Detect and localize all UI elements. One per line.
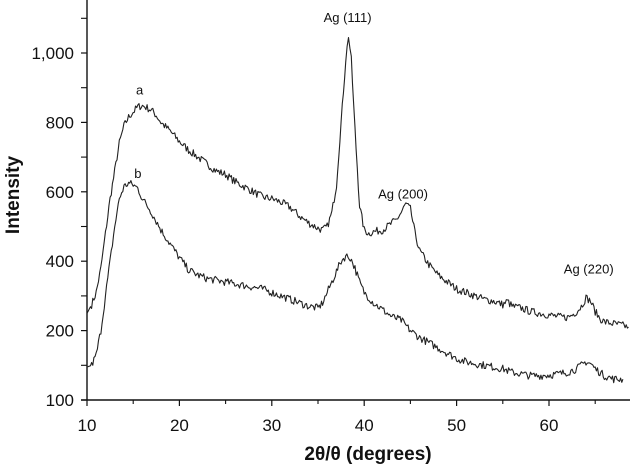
x-ticks: 10 20 30 40 50 60 xyxy=(78,400,596,435)
x-tick-label: 40 xyxy=(355,416,374,435)
y-tick-label: 100 xyxy=(46,391,74,410)
series-a-label: a xyxy=(136,83,144,98)
x-tick-label: 10 xyxy=(78,416,97,435)
y-tick-label: 200 xyxy=(46,322,74,341)
series-b-line xyxy=(86,180,624,384)
y-tick-label: 1,000 xyxy=(31,44,74,63)
series-a-line xyxy=(86,37,629,329)
series-b-label: b xyxy=(134,166,141,181)
y-axis-title: Intensity xyxy=(3,156,24,235)
x-tick-label: 50 xyxy=(447,416,466,435)
peak-annotation: Ag (200) xyxy=(378,187,428,202)
axes xyxy=(81,0,630,401)
x-tick-label: 20 xyxy=(170,416,189,435)
x-tick-label: 60 xyxy=(540,416,559,435)
x-axis-title: 2θ/θ (degrees) xyxy=(304,444,431,465)
peak-annotations: Ag (111) Ag (200) Ag (220) xyxy=(324,10,614,277)
peak-annotation: Ag (220) xyxy=(564,261,614,276)
y-tick-label: 800 xyxy=(46,113,74,132)
series-group: ab xyxy=(86,37,629,384)
x-tick-label: 30 xyxy=(262,416,281,435)
y-tick-label: 600 xyxy=(46,183,74,202)
y-ticks: 100 200 400 600 800 1,000 xyxy=(31,17,87,410)
y-tick-label: 400 xyxy=(46,252,74,271)
peak-annotation: Ag (111) xyxy=(324,10,372,25)
